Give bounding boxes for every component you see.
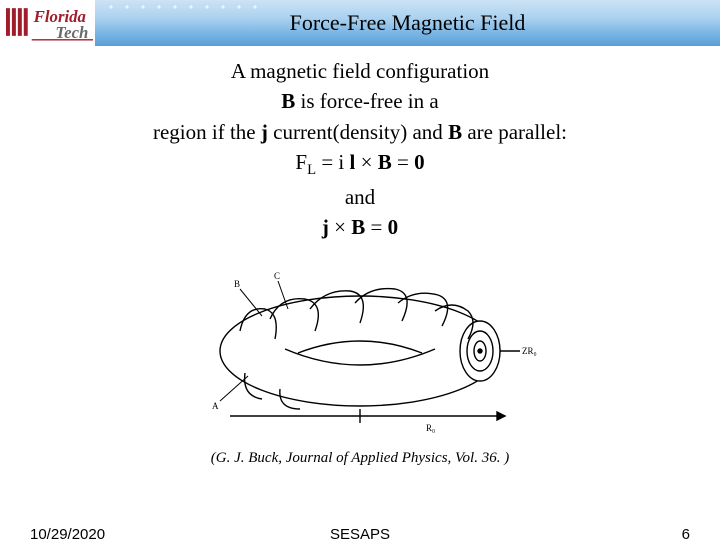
footer-page: 6 (682, 526, 690, 543)
slide-title: Force-Free Magnetic Field (290, 10, 526, 36)
body-line-3: region if the j current(density) and B a… (0, 117, 720, 147)
citation: (G. J. Buck, Journal of Applied Physics,… (0, 450, 720, 467)
slide-title-banner: Force-Free Magnetic Field (95, 0, 720, 46)
header: Florida Tech Force-Free Magnetic Field (0, 0, 720, 46)
footer-center: SESAPS (0, 526, 720, 543)
logo-text-bottom: Tech (55, 23, 88, 42)
equation-2: j × B = 0 (0, 212, 720, 242)
body-line-2: B is force-free in a (0, 86, 720, 116)
body-text: A magnetic field configuration B is forc… (0, 56, 720, 243)
body-line-5: and (0, 182, 720, 212)
figure-label-zr: ZR₀ (522, 346, 537, 356)
equation-1: FL = i l × B = 0 (0, 147, 720, 182)
torus-figure: B C A ZR₀ R₀ (0, 258, 720, 438)
figure-label-a: A (212, 401, 219, 411)
florida-tech-logo: Florida Tech (0, 0, 95, 46)
figure-label-c: C (274, 271, 280, 281)
figure-label-b: B (234, 279, 240, 289)
figure-label-r: R₀ (426, 423, 435, 433)
body-line-1: A magnetic field configuration (0, 56, 720, 86)
